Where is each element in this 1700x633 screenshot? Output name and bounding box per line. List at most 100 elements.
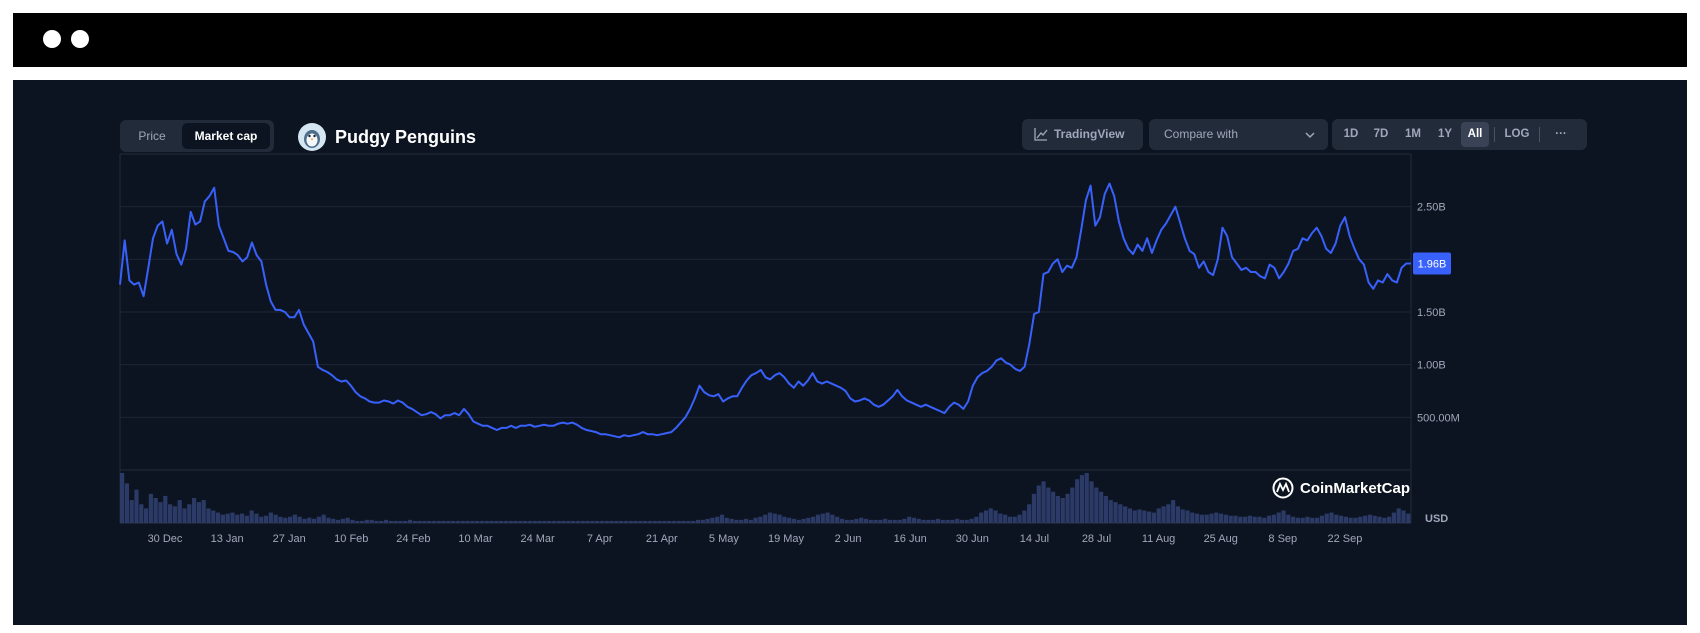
- volume-bar: [244, 515, 249, 523]
- x-tick-label: 11 Aug: [1142, 533, 1175, 545]
- volume-bar: [820, 513, 825, 523]
- volume-bar: [691, 520, 696, 523]
- volume-bar: [1262, 517, 1267, 523]
- volume-bar: [436, 520, 441, 523]
- volume-bar: [931, 519, 936, 523]
- volume-bar: [532, 520, 537, 523]
- volume-bar: [835, 516, 840, 523]
- volume-bar: [494, 520, 499, 523]
- volume-bar: [364, 519, 369, 523]
- volume-bar: [307, 517, 312, 523]
- volume-bar: [791, 518, 797, 523]
- tradingview-button[interactable]: TradingView: [1022, 119, 1143, 150]
- x-tick-label: 21 Apr: [646, 533, 678, 545]
- volume-bar: [1190, 512, 1195, 523]
- current-value-label: 1.96B: [1418, 259, 1447, 271]
- volume-bar: [700, 519, 705, 523]
- volume-bar: [163, 495, 168, 523]
- x-tick-label: 28 Jul: [1082, 533, 1111, 545]
- volume-bar: [215, 512, 221, 523]
- volume-bar: [1391, 512, 1397, 523]
- volume-bar: [758, 516, 763, 523]
- volume-bar: [897, 519, 902, 523]
- volume-bar: [422, 520, 427, 523]
- y-tick-label: 1.50B: [1417, 307, 1446, 319]
- range-7d[interactable]: 7D: [1373, 128, 1389, 140]
- volume-bar: [1161, 506, 1166, 523]
- volume-bar: [182, 508, 187, 523]
- price-tab[interactable]: Price: [138, 129, 166, 143]
- volume-bar: [863, 518, 869, 523]
- volume-bar: [235, 514, 240, 523]
- volume-bar: [1195, 513, 1200, 523]
- volume-bar: [964, 519, 969, 523]
- volume-bar: [1367, 514, 1373, 523]
- market-cap-tab[interactable]: Market cap: [182, 123, 270, 149]
- volume-bar: [355, 520, 360, 523]
- market-cap-chart[interactable]: 500.00M 1.00B 1.50B 2.50B 30 Dec 13 Jan 27 Jan…: [13, 80, 1687, 625]
- volume-bar: [676, 520, 681, 523]
- volume-bar: [763, 514, 768, 523]
- volume-bar: [508, 520, 513, 523]
- price-marketcap-toggle: Price Market cap: [120, 120, 274, 152]
- volume-bar: [369, 519, 374, 523]
- volume-bar: [499, 520, 504, 523]
- x-tick-label: 25 Aug: [1204, 533, 1238, 545]
- volume-bar: [887, 519, 893, 523]
- volume-bar: [287, 516, 293, 523]
- volume-bar: [1055, 495, 1061, 523]
- volume-bar: [1012, 516, 1017, 523]
- volume-bar: [1228, 515, 1233, 523]
- volume-bar: [350, 519, 355, 523]
- range-all[interactable]: All: [1461, 122, 1489, 147]
- volume-bar: [1031, 493, 1037, 523]
- volume-bar: [331, 518, 336, 523]
- volume-bar: [1017, 514, 1022, 523]
- volume-bar: [513, 520, 518, 523]
- volume-bar: [345, 517, 350, 523]
- x-tick-label: 24 Feb: [396, 533, 430, 545]
- volume-bar: [254, 513, 259, 523]
- volume-bar: [1171, 500, 1176, 523]
- x-tick-label: 8 Sep: [1268, 533, 1297, 545]
- volume-bar: [1334, 514, 1339, 523]
- volume-bar: [196, 502, 201, 523]
- volume-bar: [585, 520, 590, 523]
- volume-bar: [1257, 516, 1262, 523]
- volume-bar: [671, 520, 677, 523]
- volume-bar: [1089, 481, 1094, 523]
- volume-bar: [542, 520, 547, 523]
- window-dot-icon: [43, 30, 61, 48]
- volume-bar: [1238, 516, 1243, 523]
- volume-bar: [143, 508, 149, 523]
- volume-bar: [1103, 495, 1109, 523]
- range-1m[interactable]: 1M: [1405, 128, 1421, 140]
- volume-bar: [321, 514, 326, 523]
- range-1d[interactable]: 1D: [1343, 128, 1359, 140]
- volume-bar: [1377, 516, 1382, 523]
- volume-bar: [1003, 514, 1008, 523]
- volume-bar: [681, 520, 686, 523]
- volume-bar: [940, 519, 945, 523]
- volume-bar: [283, 517, 288, 523]
- volume-bar: [297, 516, 302, 523]
- volume-bar: [1113, 502, 1118, 523]
- volume-bar: [1051, 491, 1056, 523]
- range-1y[interactable]: 1Y: [1437, 128, 1453, 140]
- volume-bar: [1401, 510, 1406, 523]
- x-tick-label: 30 Jun: [956, 533, 989, 545]
- volume-bar: [580, 520, 585, 523]
- log-toggle[interactable]: LOG: [1504, 128, 1530, 140]
- volume-bar: [753, 517, 758, 523]
- volume-bar: [950, 519, 955, 523]
- volume-bar: [907, 516, 912, 523]
- x-tick-label: 7 Apr: [587, 533, 613, 545]
- volume-bar: [839, 518, 845, 523]
- volume-bar: [1127, 508, 1133, 523]
- penguin-logo-icon: [298, 123, 326, 151]
- compare-with-dropdown[interactable]: Compare with: [1149, 119, 1328, 150]
- volume-bar: [551, 520, 557, 523]
- volume-bar: [955, 518, 960, 523]
- volume-bar: [830, 514, 835, 523]
- more-options-button[interactable]: ···: [1555, 128, 1567, 140]
